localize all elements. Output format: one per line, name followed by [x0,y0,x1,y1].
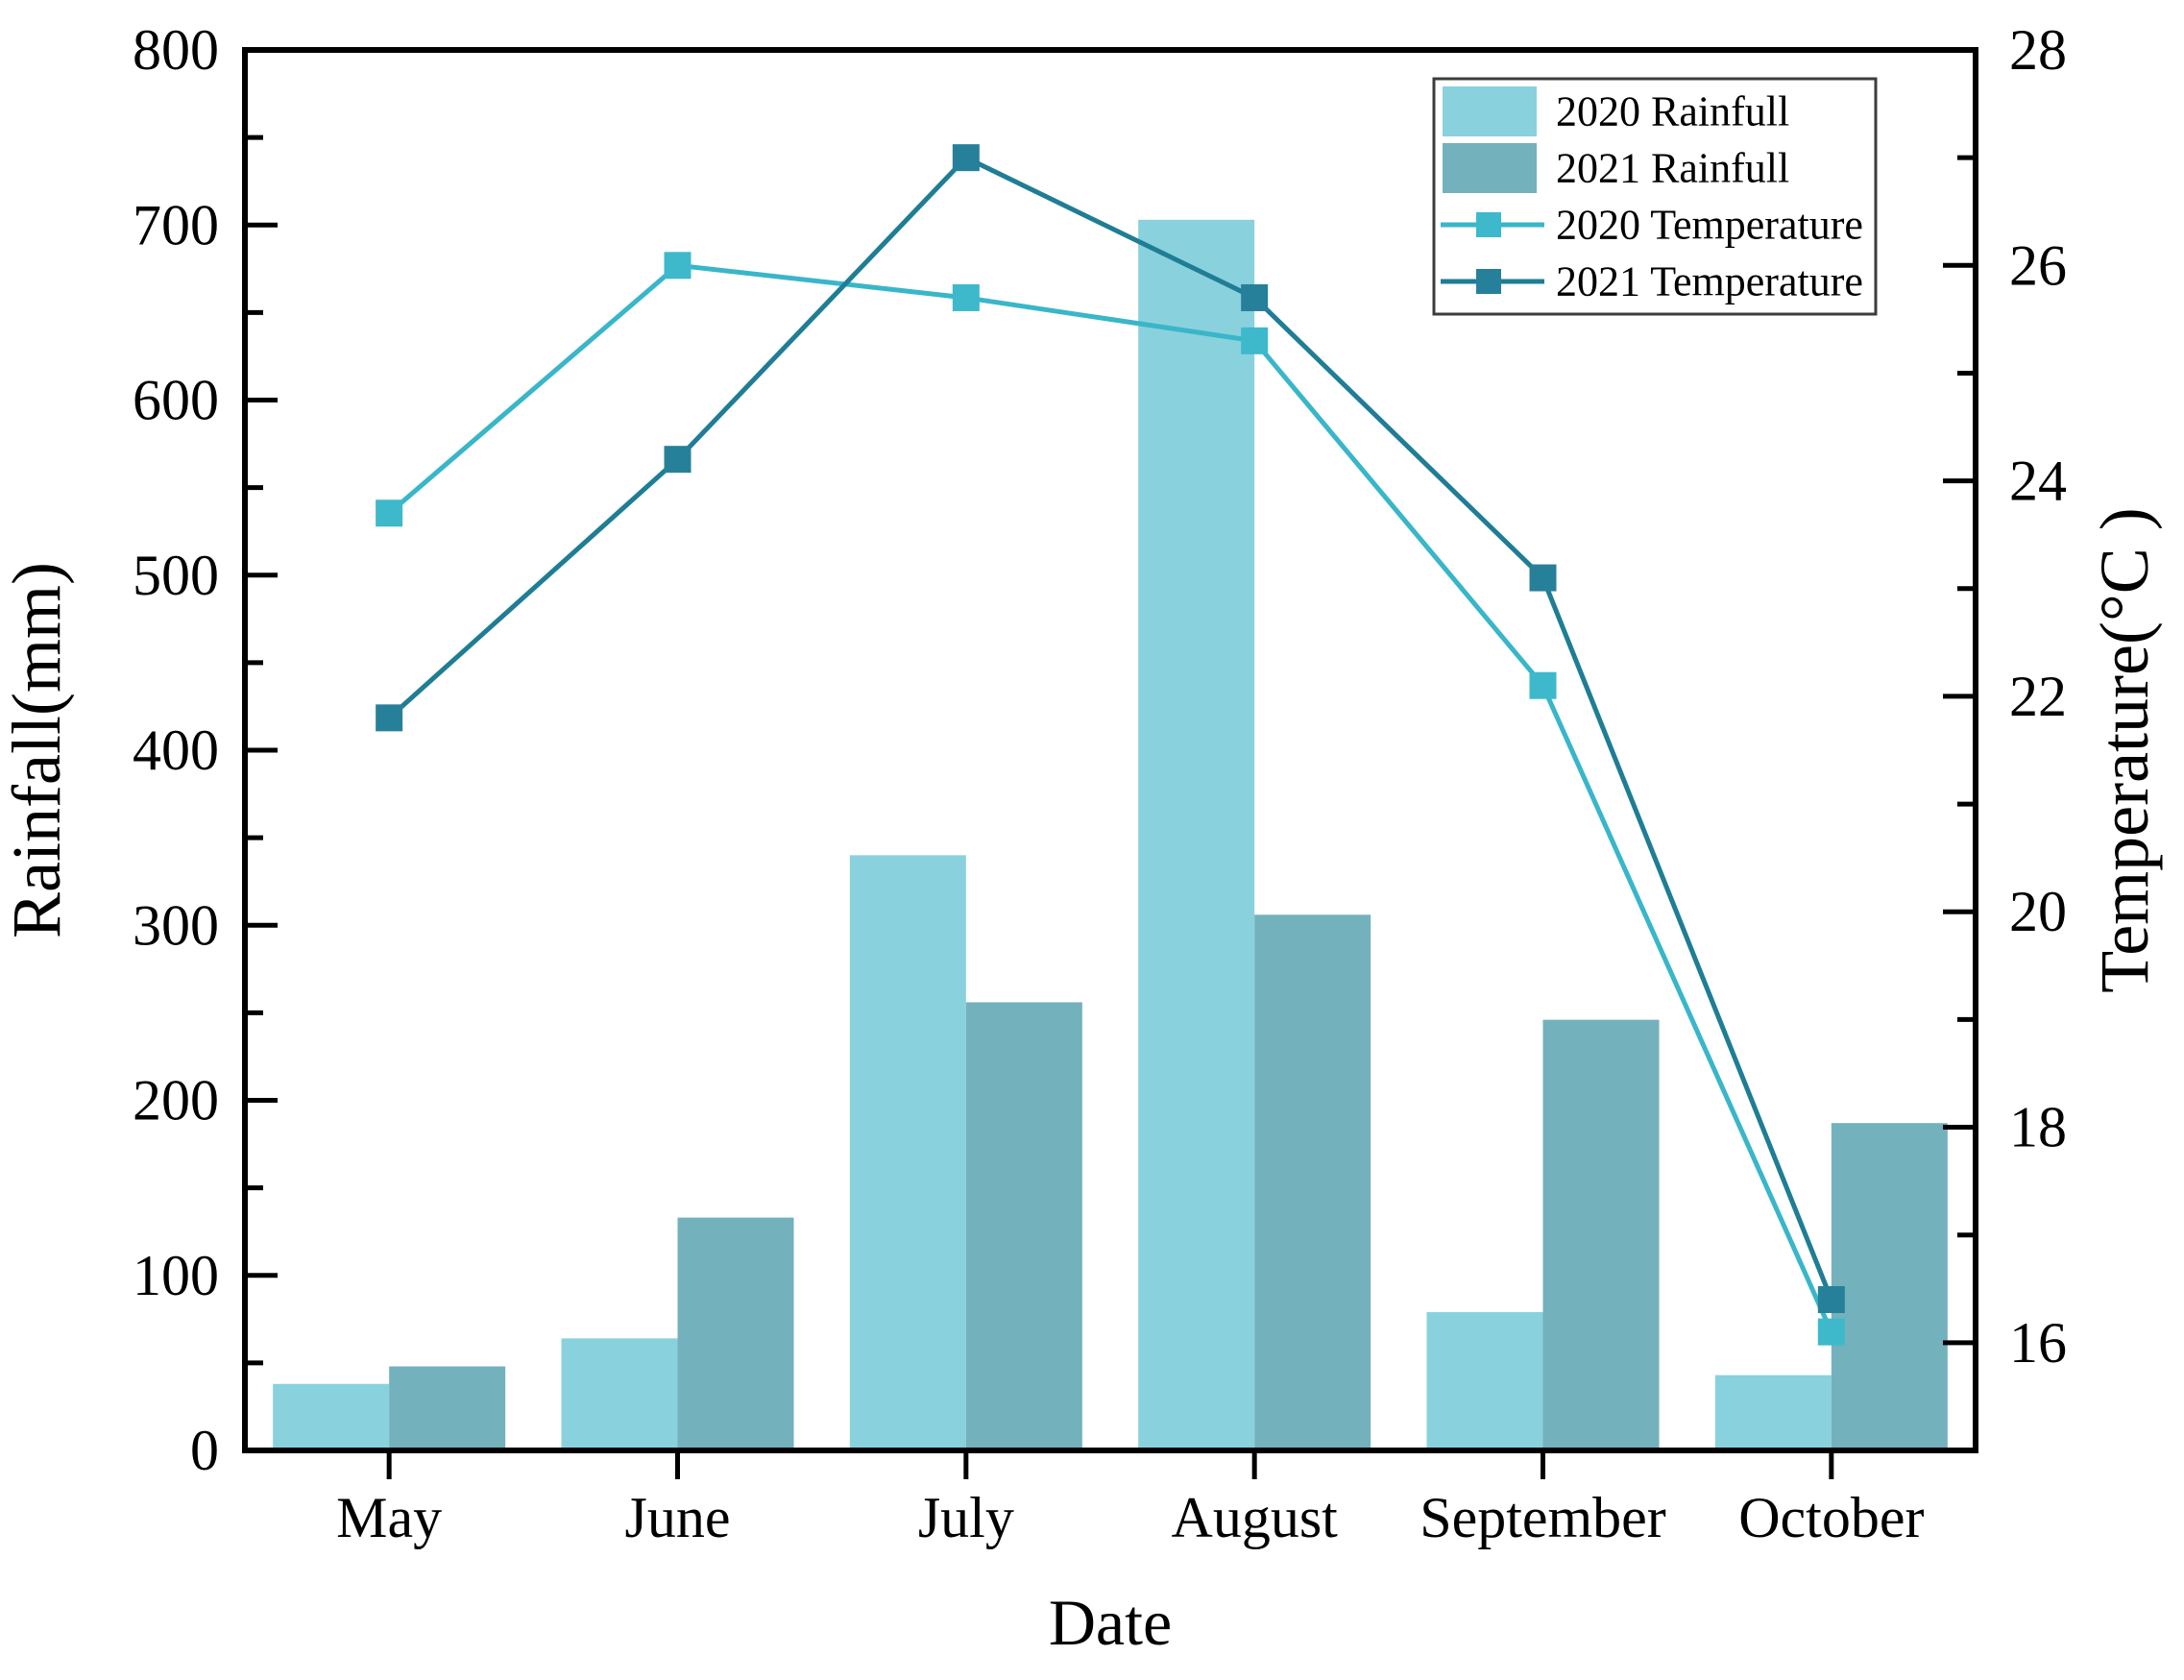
temp-marker-2021-July [952,144,980,172]
legend-item-label: 2021 Temperature [1556,258,1863,305]
legend-item-label: 2020 Rainfull [1556,88,1789,135]
temp-marker-2020-June [664,252,692,280]
lines-layer [387,155,1834,1333]
x-tick-label-September: September [1420,1486,1666,1549]
y-right-tick-label: 28 [2009,18,2067,82]
temp-marker-2021-September [1529,564,1557,592]
y-left-tick-label: 300 [133,893,219,957]
temp-marker-2020-July [952,283,980,311]
bar-2020-June [561,1338,678,1450]
y-left-axis-title: Rainfall(mm) [0,562,75,938]
bar-2021-June [677,1217,794,1450]
temp-marker-2021-October [1817,1285,1845,1313]
temperature-line-2021 [387,155,1834,1301]
bar-2020-October [1714,1375,1832,1450]
y-left-tick-label: 800 [133,18,219,82]
x-tick-label-July: July [918,1486,1014,1549]
y-left-tick-label: 500 [133,544,219,607]
x-tick-label-May: May [336,1486,442,1549]
bar-2020-August [1138,219,1255,1451]
temp-marker-2020-September [1529,671,1557,699]
y-left-tick-label: 400 [133,718,219,782]
bar-2020-May [273,1383,390,1450]
legend-item-label: 2021 Rainfull [1556,145,1789,192]
bar-2021-August [1254,914,1371,1450]
y-right-tick-label: 22 [2009,665,2067,728]
y-right-axis-title: Temperature(°C ) [2086,507,2163,993]
temp-marker-2021-May [376,704,403,732]
bar-2021-October [1831,1123,1948,1450]
temp-marker-2021-June [664,446,692,474]
temp-marker-2020-May [376,499,403,527]
y-right-tick-label: 24 [2009,450,2067,513]
legend-item-label: 2020 Temperature [1556,202,1863,249]
axis-labels-layer: 0 100 200 300 400 500 600 700 800 16 18 20 22 24 26 28 M… [0,18,2163,1659]
bar-2021-September [1542,1019,1660,1450]
y-left-tick-label: 200 [133,1069,219,1132]
bar-2021-July [965,1002,1082,1450]
legend-marker-sample-2 [1476,212,1501,237]
temperature-line-2020 [387,262,1834,1333]
y-right-tick-label: 18 [2009,1096,2067,1159]
markers-layer [376,144,1845,1346]
legend: 2020 Rainfull 2021 Rainfull 2020 Temperatu… [1432,77,1878,316]
y-right-tick-label: 26 [2009,233,2067,297]
temp-marker-2020-August [1241,327,1269,354]
bar-2020-September [1426,1312,1543,1450]
bars-layer [273,219,1948,1451]
y-right-tick-label: 20 [2009,880,2067,943]
y-left-tick-label: 600 [133,369,219,432]
y-left-tick-label: 100 [133,1244,219,1307]
bar-2021-May [389,1366,506,1450]
temp-marker-2021-August [1241,283,1269,311]
x-axis-title: Date [1049,1586,1172,1659]
x-tick-label-October: October [1738,1486,1924,1549]
x-tick-label-August: August [1171,1486,1338,1549]
legend-marker-sample-3 [1476,269,1501,294]
y-left-tick-label: 700 [133,193,219,256]
y-left-tick-label: 0 [190,1419,219,1482]
x-tick-label-June: June [625,1486,731,1549]
temp-marker-2020-October [1817,1318,1845,1346]
y-right-tick-label: 16 [2009,1311,2067,1375]
legend-swatch-0 [1443,86,1537,136]
bar-2020-July [849,855,966,1450]
axes-layer [242,47,1978,1479]
legend-swatch-1 [1443,143,1537,193]
